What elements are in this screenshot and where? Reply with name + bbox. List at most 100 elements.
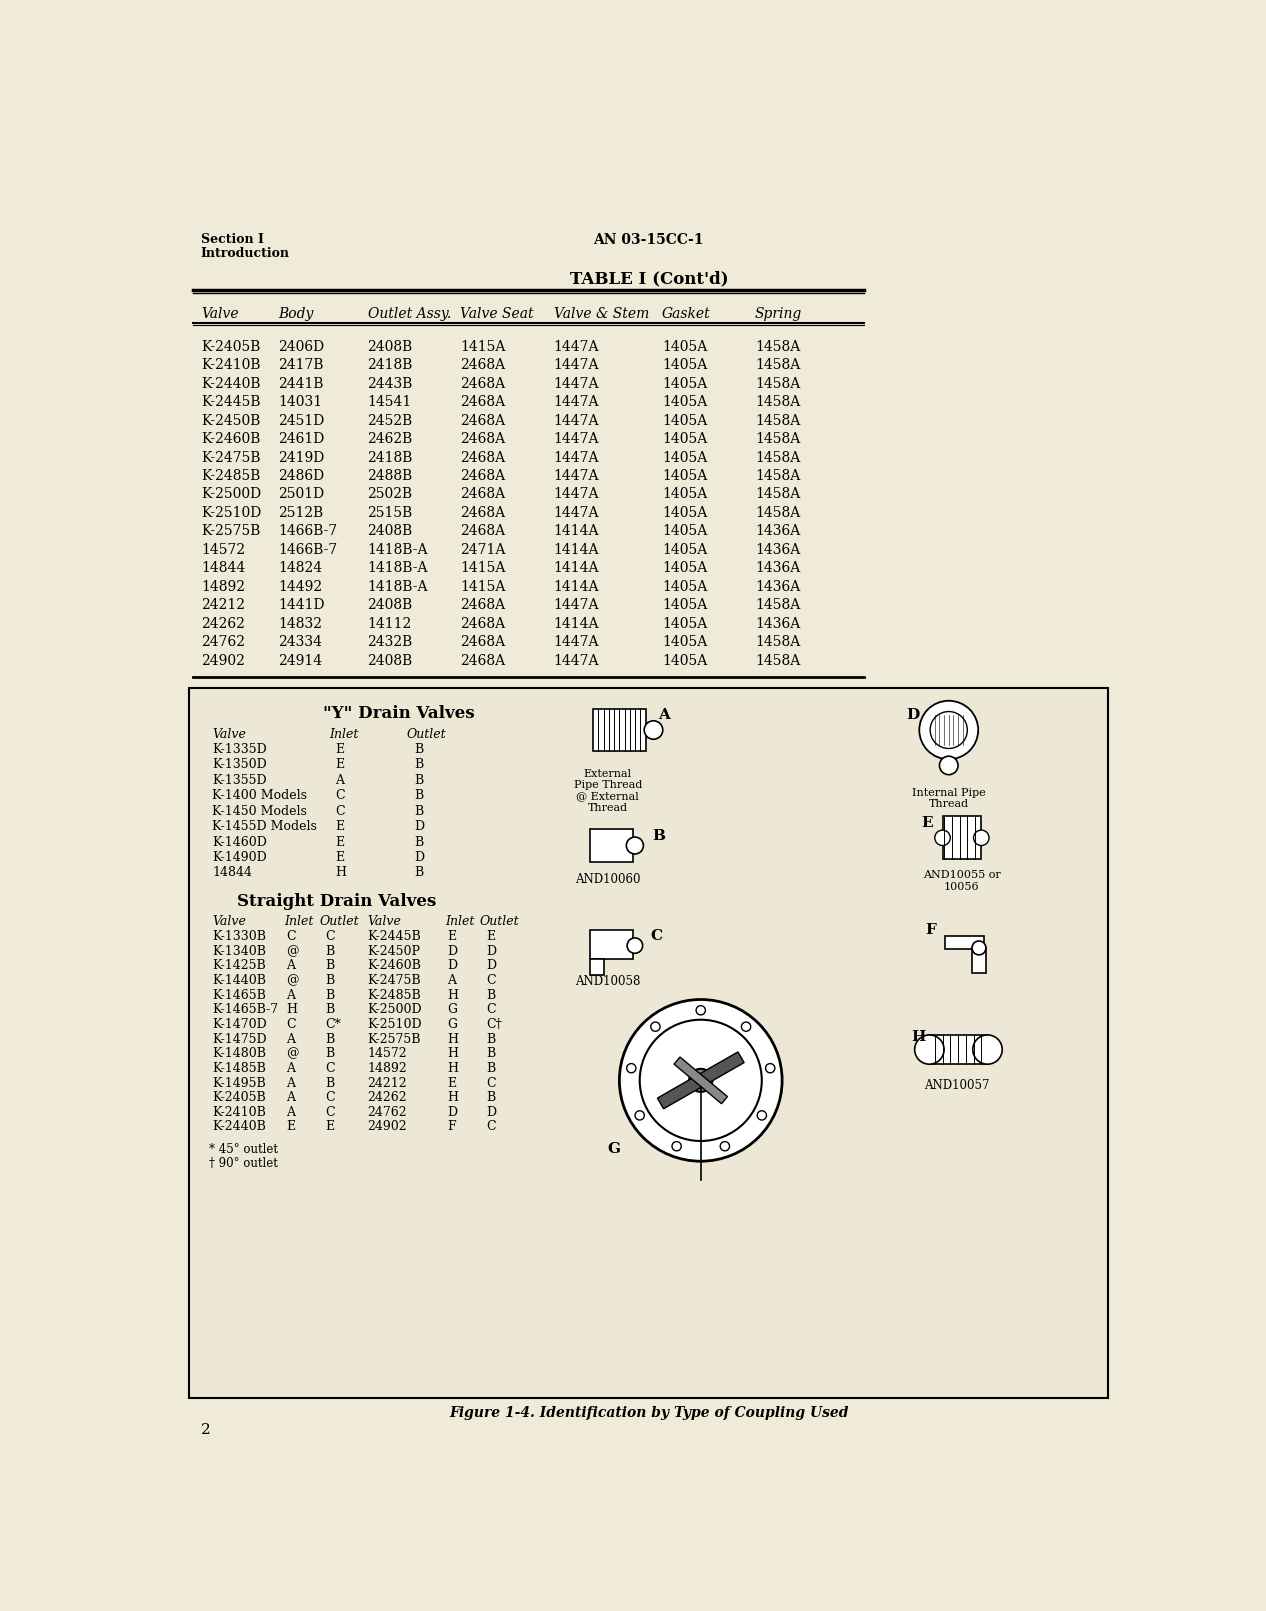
Text: 2441B: 2441B bbox=[279, 377, 324, 390]
Text: 2515B: 2515B bbox=[367, 506, 413, 520]
Text: 24762: 24762 bbox=[367, 1105, 408, 1118]
Text: 1458A: 1458A bbox=[755, 358, 800, 372]
Text: K-1490D: K-1490D bbox=[213, 851, 267, 863]
Text: 1418B-A: 1418B-A bbox=[367, 580, 428, 594]
Text: K-2575B: K-2575B bbox=[201, 525, 261, 538]
Text: 2468A: 2468A bbox=[461, 635, 505, 649]
Text: E: E bbox=[335, 759, 344, 772]
Text: 2417B: 2417B bbox=[279, 358, 324, 372]
Circle shape bbox=[639, 1020, 762, 1141]
Text: K-2440B: K-2440B bbox=[213, 1120, 266, 1134]
Text: 1458A: 1458A bbox=[755, 598, 800, 612]
Bar bbox=[943, 817, 981, 859]
Text: Spring: Spring bbox=[755, 308, 803, 321]
Text: 1405A: 1405A bbox=[662, 377, 708, 390]
Text: B: B bbox=[486, 1047, 495, 1060]
Text: C: C bbox=[335, 789, 344, 802]
Text: 1414A: 1414A bbox=[553, 580, 599, 594]
Text: 1447A: 1447A bbox=[553, 635, 599, 649]
Text: K-1470D: K-1470D bbox=[213, 1018, 267, 1031]
Text: K-2510D: K-2510D bbox=[367, 1018, 422, 1031]
Text: C: C bbox=[486, 1076, 496, 1089]
Circle shape bbox=[696, 1005, 705, 1015]
Text: K-2475B: K-2475B bbox=[201, 451, 261, 464]
Text: Inlet: Inlet bbox=[446, 915, 475, 928]
Text: E: E bbox=[335, 743, 344, 756]
Circle shape bbox=[939, 756, 958, 775]
Text: AND10055 or
10056: AND10055 or 10056 bbox=[923, 870, 1001, 892]
Text: K-1475D: K-1475D bbox=[213, 1033, 267, 1046]
Text: Figure 1-4. Identification by Type of Coupling Used: Figure 1-4. Identification by Type of Co… bbox=[449, 1406, 848, 1419]
Circle shape bbox=[619, 999, 782, 1162]
Text: K-1465B-7: K-1465B-7 bbox=[213, 1004, 279, 1017]
Text: Valve: Valve bbox=[367, 915, 401, 928]
Text: K-1455D Models: K-1455D Models bbox=[213, 820, 318, 833]
Text: K-2450B: K-2450B bbox=[201, 414, 261, 427]
Text: K-1460D: K-1460D bbox=[213, 836, 267, 849]
Circle shape bbox=[914, 1034, 944, 1065]
Text: G: G bbox=[608, 1142, 620, 1157]
Text: D: D bbox=[486, 960, 496, 973]
Text: 24262: 24262 bbox=[367, 1091, 408, 1104]
Text: AND10060: AND10060 bbox=[575, 873, 641, 886]
Circle shape bbox=[742, 1021, 751, 1031]
Text: 1458A: 1458A bbox=[755, 654, 800, 669]
Text: Valve: Valve bbox=[213, 728, 247, 741]
Text: 1405A: 1405A bbox=[662, 617, 708, 632]
Circle shape bbox=[757, 1110, 766, 1120]
Text: 1405A: 1405A bbox=[662, 561, 708, 575]
Circle shape bbox=[651, 1021, 660, 1031]
Text: D: D bbox=[447, 960, 457, 973]
Text: A: A bbox=[286, 1105, 295, 1118]
Text: 1466B-7: 1466B-7 bbox=[279, 525, 338, 538]
Text: 1458A: 1458A bbox=[755, 395, 800, 409]
Text: 1458A: 1458A bbox=[755, 414, 800, 427]
Text: H: H bbox=[447, 1047, 458, 1060]
Text: E: E bbox=[447, 1076, 457, 1089]
Text: @: @ bbox=[286, 944, 299, 959]
Circle shape bbox=[972, 1034, 1003, 1065]
Text: K-1355D: K-1355D bbox=[213, 773, 267, 786]
Text: Outlet: Outlet bbox=[480, 915, 519, 928]
Text: K-1330B: K-1330B bbox=[213, 930, 267, 942]
Text: @: @ bbox=[286, 975, 299, 988]
Text: 1436A: 1436A bbox=[755, 580, 800, 594]
Text: 2443B: 2443B bbox=[367, 377, 413, 390]
Text: E: E bbox=[486, 930, 495, 942]
Text: 2406D: 2406D bbox=[279, 340, 324, 354]
Text: 1405A: 1405A bbox=[662, 525, 708, 538]
Text: * 45° outlet: * 45° outlet bbox=[209, 1142, 277, 1155]
Text: B: B bbox=[414, 743, 423, 756]
Text: 1447A: 1447A bbox=[553, 598, 599, 612]
Text: 2502B: 2502B bbox=[367, 488, 413, 501]
Text: 2468A: 2468A bbox=[461, 469, 505, 483]
Circle shape bbox=[919, 701, 979, 759]
Text: 2419D: 2419D bbox=[279, 451, 324, 464]
Text: 2488B: 2488B bbox=[367, 469, 413, 483]
Text: 1414A: 1414A bbox=[553, 617, 599, 632]
Text: Section I: Section I bbox=[201, 234, 263, 246]
Text: K-1425B: K-1425B bbox=[213, 960, 266, 973]
Text: 2418B: 2418B bbox=[367, 358, 413, 372]
Text: 1458A: 1458A bbox=[755, 488, 800, 501]
Text: G: G bbox=[447, 1018, 457, 1031]
Text: D: D bbox=[906, 709, 919, 722]
Text: 24212: 24212 bbox=[201, 598, 244, 612]
Bar bbox=[590, 828, 633, 862]
Text: 14492: 14492 bbox=[279, 580, 323, 594]
Text: 1405A: 1405A bbox=[662, 488, 708, 501]
Text: B: B bbox=[325, 1047, 334, 1060]
Text: B: B bbox=[414, 867, 423, 880]
Text: 24212: 24212 bbox=[367, 1076, 408, 1089]
Text: 2408B: 2408B bbox=[367, 525, 413, 538]
Text: C: C bbox=[325, 1062, 334, 1075]
Text: "Y" Drain Valves: "Y" Drain Valves bbox=[323, 704, 475, 722]
Text: 24762: 24762 bbox=[201, 635, 244, 649]
Text: C: C bbox=[325, 1105, 334, 1118]
Text: K-2475B: K-2475B bbox=[367, 975, 422, 988]
Text: B: B bbox=[652, 828, 665, 843]
Text: K-2460B: K-2460B bbox=[367, 960, 422, 973]
Text: H: H bbox=[286, 1004, 298, 1017]
Text: 2468A: 2468A bbox=[461, 488, 505, 501]
Circle shape bbox=[720, 1142, 729, 1150]
